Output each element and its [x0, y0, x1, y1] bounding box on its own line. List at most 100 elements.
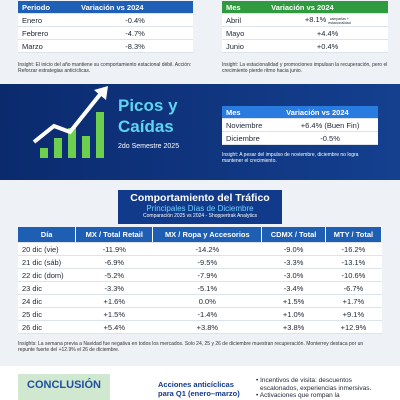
row: 21 dic (sáb) -6.9% -9.5% -3.3% -13.1%: [18, 255, 382, 269]
header-cell: Variación vs 2024: [77, 1, 193, 14]
cell: 22 dic (dom): [18, 268, 76, 282]
cell: +1.7%: [325, 294, 382, 308]
cell: +1.5%: [75, 307, 153, 321]
cell: Diciembre: [222, 131, 283, 145]
cell: +3.8%: [152, 320, 262, 334]
row: Junio +0.4%: [222, 39, 388, 53]
banner-title: Caídas: [118, 117, 174, 136]
cell: -14.2%: [152, 242, 262, 256]
row: Abril +8.1% campañas + estacionalidad: [222, 13, 388, 27]
table: Mes Variación vs 2024 Abril +8.1% campañas +…: [222, 1, 388, 53]
table: Mes Variación vs 2024 Noviembre +6.4% (Buen…: [222, 106, 378, 145]
cell: 23 dic: [18, 281, 76, 295]
cell: 21 dic (sáb): [18, 255, 76, 269]
cell: -3.3%: [75, 281, 153, 295]
header-row: Mes Variación vs 2024: [222, 106, 378, 119]
conclusion-heading: Acciones anticíclicas para Q1 (enero–mar…: [158, 380, 240, 398]
header-row: Mes Variación vs 2024: [222, 1, 388, 14]
cell: +0.4%: [267, 39, 388, 53]
chart-icon: [32, 86, 108, 158]
cell: +9.1%: [325, 307, 382, 321]
header-cell: Día: [18, 227, 77, 243]
icon-bar: [54, 138, 62, 158]
cell: -0.4%: [77, 13, 193, 27]
traffic-title: Comportamiento del Tráfico: [130, 192, 270, 204]
traffic-subtitle: Principales Días de Diciembre: [146, 204, 254, 213]
cell: -6.9%: [75, 255, 153, 269]
cell: -9.0%: [261, 242, 326, 256]
table: Día MX / Total Retail MX / Ropa y Accesori…: [18, 227, 383, 334]
cell: 24 dic: [18, 294, 76, 308]
cell: 26 dic: [18, 320, 76, 334]
cell: -10.6%: [325, 268, 382, 282]
row: 24 dic +1.6% 0.0% +1.5% +1.7%: [18, 294, 382, 308]
cell: Febrero: [18, 26, 78, 40]
cell: -7.9%: [152, 268, 262, 282]
header-cell: Variación vs 2024: [282, 106, 378, 119]
cell: +5.4%: [75, 320, 153, 334]
cell: -3.4%: [261, 281, 326, 295]
cell: -5.2%: [75, 268, 153, 282]
traffic-source: Comparación 2025 vs 2024 - Shoppertrak A…: [143, 213, 257, 219]
cell: 25 dic: [18, 307, 76, 321]
icon-arrowhead: [94, 86, 108, 100]
icon-bar: [96, 112, 104, 158]
table: Periodo Variación vs 2024 Enero -0.4% Febrer…: [18, 1, 193, 53]
insight: Insight: La estacionalidad y promociones…: [222, 62, 388, 74]
cell: Junio: [222, 39, 268, 53]
cell: Noviembre: [222, 118, 283, 132]
row: 20 dic (vie) -11.9% -14.2% -9.0% -16.2%: [18, 242, 382, 256]
cell: Enero: [18, 13, 78, 27]
cell: -9.5%: [152, 255, 262, 269]
cell: -13.1%: [325, 255, 382, 269]
cell: +6.4% (Buen Fin): [282, 118, 378, 132]
cell: Abril: [222, 13, 268, 27]
insight: Insights: La semana previa a Navidad fue…: [18, 341, 364, 353]
icon-bar: [40, 148, 48, 158]
row: Marzo -8.3%: [18, 39, 193, 53]
insight: Insight: A pesar del impulso de noviembr…: [222, 152, 359, 164]
cell: 0.0%: [152, 294, 262, 308]
cell: +4.4%: [267, 26, 388, 40]
conclusion-label: CONCLUSIÓN: [18, 374, 110, 400]
cell: +1.6%: [75, 294, 153, 308]
bullet: • Incentivos de visita: descuentos escal…: [256, 377, 372, 392]
row: 26 dic +5.4% +3.8% +3.8% +12.9%: [18, 320, 382, 334]
icon-bar: [68, 128, 76, 158]
bullet: • Activaciones que rompan la: [256, 392, 340, 399]
conclusion-bullets: • Incentivos de visita: descuentos escal…: [255, 377, 390, 400]
header-row: Periodo Variación vs 2024: [18, 1, 193, 14]
row: Mayo +4.4%: [222, 26, 388, 40]
banner-title: Picos y: [118, 96, 178, 115]
cell: -1.4%: [152, 307, 262, 321]
header-cell: MX / Ropa y Accesorios: [152, 227, 263, 243]
cell: -6.7%: [325, 281, 382, 295]
cell: +3.8%: [261, 320, 326, 334]
note: campañas + estacionalidad: [328, 16, 351, 25]
cell: 20 dic (vie): [18, 242, 76, 256]
cell: -3.3%: [261, 255, 326, 269]
header-cell: Mes: [222, 106, 283, 119]
header-cell: MTY / Total: [325, 227, 383, 243]
header-cell: Variación vs 2024: [267, 1, 388, 14]
cell: Marzo: [18, 39, 78, 53]
header-cell: CDMX / Total: [261, 227, 326, 243]
row: Diciembre -0.5%: [222, 131, 378, 145]
cell: -11.9%: [75, 242, 153, 256]
row: Noviembre +6.4% (Buen Fin): [222, 118, 378, 132]
icon-arrow: [32, 90, 104, 144]
row: 23 dic -3.3% -5.1% -3.4% -6.7%: [18, 281, 382, 295]
header-row: Día MX / Total Retail MX / Ropa y Accesori…: [18, 227, 383, 243]
insight: Insight: El inicio del año mantiene su c…: [18, 62, 192, 74]
header-cell: Periodo: [18, 1, 78, 14]
row: 22 dic (dom) -5.2% -7.9% -3.0% -10.6%: [18, 268, 382, 282]
cell: -3.0%: [261, 268, 326, 282]
cell: -5.1%: [152, 281, 262, 295]
icon-bar: [82, 136, 90, 158]
cell: -4.7%: [77, 26, 193, 40]
traffic-header: Comportamiento del Tráfico Principales D…: [118, 190, 282, 224]
cell: -8.3%: [77, 39, 193, 53]
cell: -16.2%: [325, 242, 382, 256]
cell: +1.5%: [261, 294, 326, 308]
